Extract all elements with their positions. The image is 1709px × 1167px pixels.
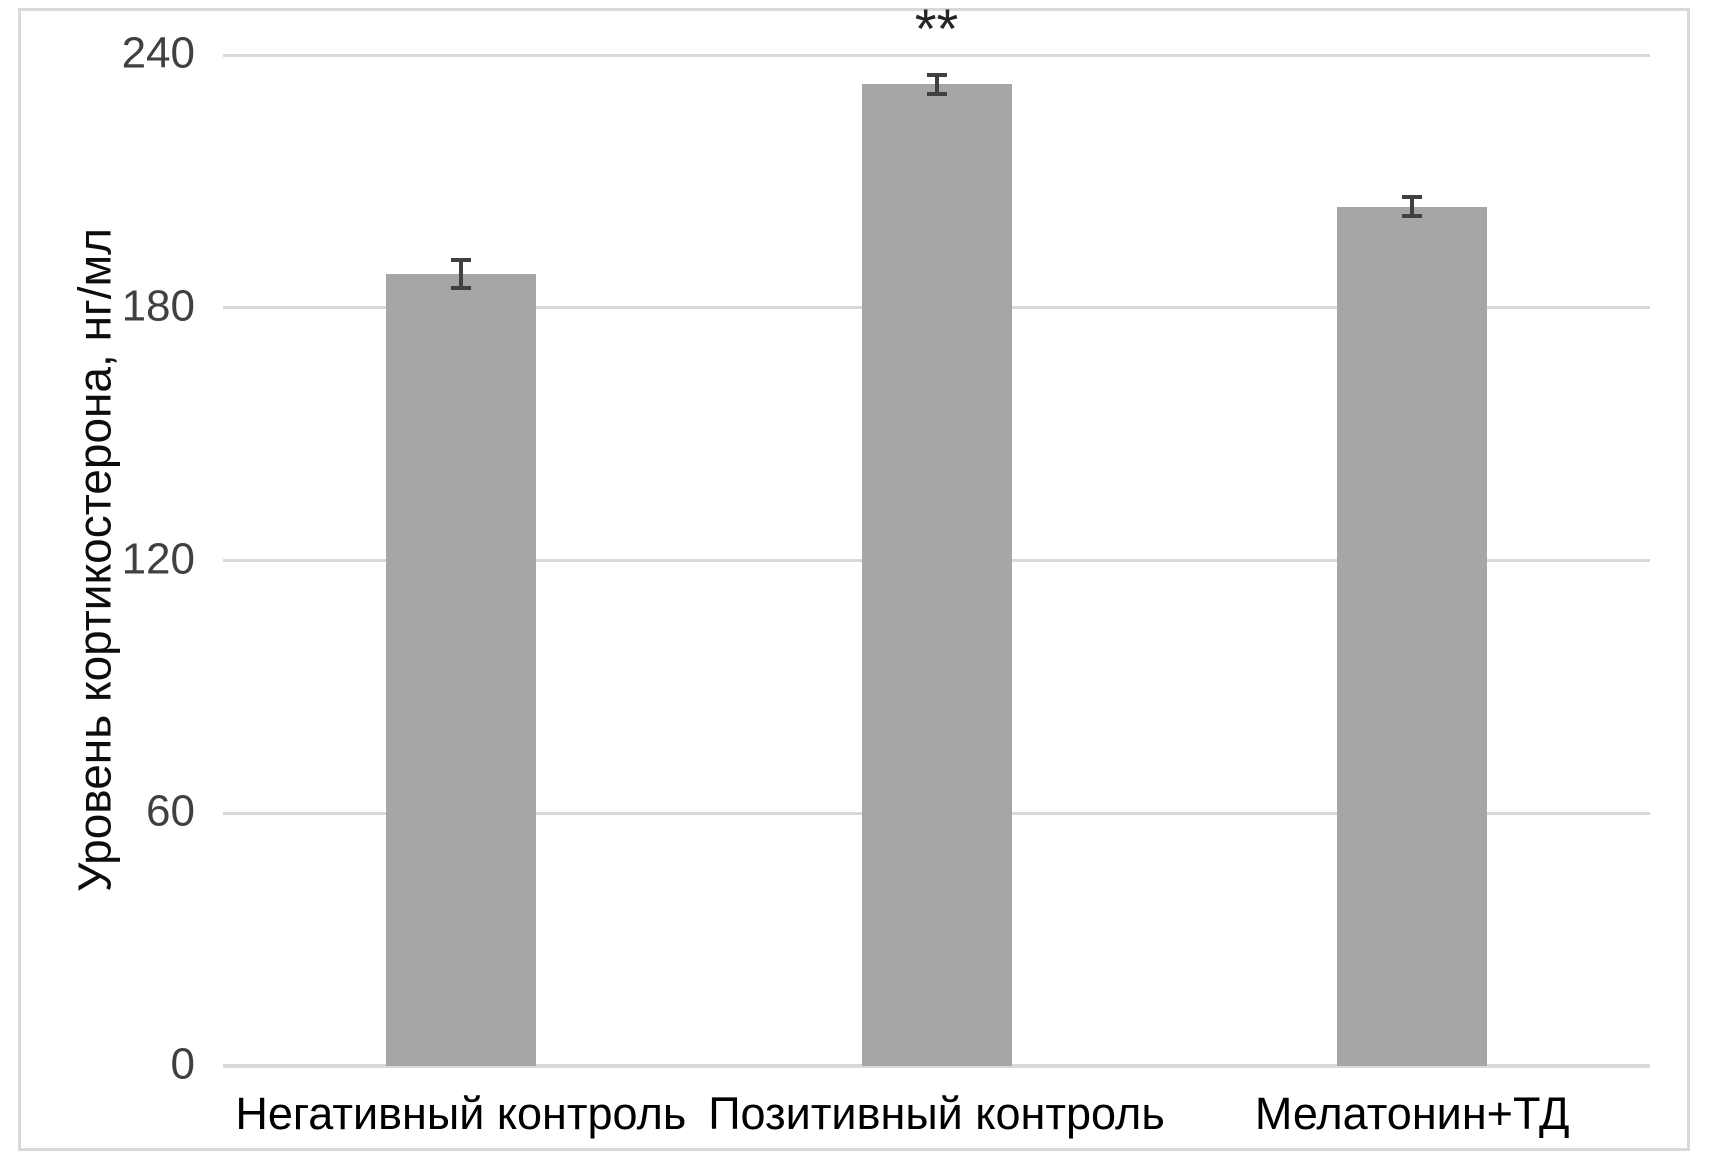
x-axis-category-label: Мелатонин+ТД [1254, 1088, 1570, 1139]
x-axis-line [223, 1064, 1650, 1068]
chart-border-frame [18, 8, 1690, 1151]
bar [385, 274, 536, 1066]
error-bar-line [458, 261, 463, 287]
error-bar-top-cap [450, 258, 471, 263]
error-bar-line [934, 76, 939, 93]
bar [861, 84, 1012, 1066]
y-axis-tick-label: 60 [146, 786, 195, 836]
error-bar-line [1410, 198, 1415, 216]
y-axis-title: Уровень кортикостерона, нг/мл [68, 227, 121, 893]
error-bar-bottom-cap [926, 91, 947, 96]
y-axis-tick-label: 240 [121, 28, 195, 78]
x-axis-category-label: Негативный контроль [235, 1088, 687, 1139]
error-bar-bottom-cap [1402, 214, 1423, 219]
major-gridline [223, 53, 1650, 57]
y-axis-tick-label: 0 [170, 1039, 195, 1089]
bar [1337, 206, 1488, 1066]
error-bar-bottom-cap [450, 285, 471, 290]
y-axis-tick-label: 180 [121, 281, 195, 331]
y-axis-tick-label: 120 [121, 534, 195, 583]
error-bar-top-cap [1402, 195, 1423, 200]
x-axis-category-label: Позитивный контроль [708, 1088, 1165, 1139]
significance-marker: ** [914, 0, 959, 61]
error-bar-top-cap [926, 73, 947, 78]
